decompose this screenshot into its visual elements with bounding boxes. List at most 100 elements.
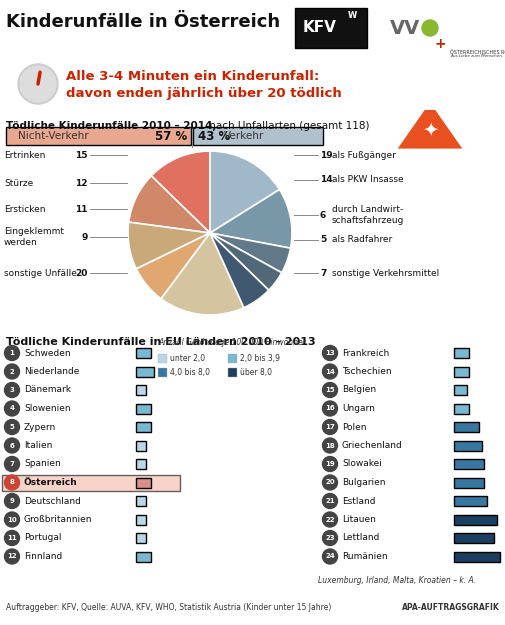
Text: +: + [433,37,445,51]
Text: Tödliche Kinderunfälle in EU Ländern 2010 – 2013: Tödliche Kinderunfälle in EU Ländern 201… [6,337,315,347]
Text: Luxemburg, Irland, Malta, Kroatien – k. A.: Luxemburg, Irland, Malta, Kroatien – k. … [317,576,475,585]
FancyBboxPatch shape [228,368,236,377]
Text: Ertrinken: Ertrinken [4,151,45,159]
Wedge shape [210,189,291,248]
Text: 43 %: 43 % [197,129,230,142]
Text: 21: 21 [325,498,334,504]
Text: Spanien: Spanien [24,459,61,469]
Text: Aus Liebe zum Menschen.: Aus Liebe zum Menschen. [449,54,502,58]
Text: 2: 2 [10,369,14,374]
FancyBboxPatch shape [453,533,493,543]
Circle shape [5,364,20,379]
Text: 57 %: 57 % [155,129,187,142]
Text: 8: 8 [10,479,15,486]
Circle shape [322,346,337,361]
FancyBboxPatch shape [453,514,496,524]
FancyBboxPatch shape [6,127,190,145]
Text: 12: 12 [7,554,17,559]
Text: Lettland: Lettland [341,534,379,542]
Circle shape [5,456,20,471]
Text: Tschechien: Tschechien [341,367,391,376]
Text: Slowenien: Slowenien [24,404,71,413]
Text: 9: 9 [10,498,15,504]
Text: Kinderunfälle in Österreich: Kinderunfälle in Österreich [6,13,280,31]
FancyBboxPatch shape [453,496,486,506]
Text: ✦: ✦ [421,121,437,139]
FancyBboxPatch shape [453,385,466,395]
Text: 19: 19 [319,151,332,159]
Text: APA-AUFTRAGSGRAFIK: APA-AUFTRAGSGRAFIK [401,604,499,612]
Text: 7: 7 [319,269,326,278]
Text: Litauen: Litauen [341,515,375,524]
Wedge shape [136,233,210,299]
Text: 6: 6 [10,442,14,449]
Circle shape [322,456,337,471]
Circle shape [5,346,20,361]
Text: 24: 24 [325,554,334,559]
Wedge shape [210,233,281,290]
Text: Portugal: Portugal [24,534,62,542]
Text: Niederlande: Niederlande [24,367,79,376]
FancyBboxPatch shape [136,459,146,469]
FancyBboxPatch shape [136,533,146,543]
FancyBboxPatch shape [136,441,146,451]
Text: 15: 15 [75,151,88,159]
FancyBboxPatch shape [136,422,151,432]
Polygon shape [394,100,464,150]
Text: Slowakei: Slowakei [341,459,381,469]
FancyBboxPatch shape [158,354,167,363]
FancyBboxPatch shape [136,478,151,488]
Text: Estland: Estland [341,496,375,506]
FancyBboxPatch shape [136,496,146,506]
Text: 9: 9 [81,232,88,241]
Text: 16: 16 [325,406,334,411]
FancyBboxPatch shape [158,368,167,377]
Wedge shape [128,222,210,269]
Text: als Radfahrer: als Radfahrer [331,236,391,244]
Text: Rumänien: Rumänien [341,552,387,561]
Text: 6: 6 [319,211,326,219]
Circle shape [20,66,56,102]
Text: KFV: KFV [302,21,336,36]
FancyBboxPatch shape [453,478,483,488]
Text: 2,0 bis 3,9: 2,0 bis 3,9 [239,354,279,363]
Text: Belgien: Belgien [341,386,375,394]
Circle shape [5,382,20,398]
Text: als Fußgänger: als Fußgänger [331,151,395,159]
Text: 17: 17 [325,424,334,430]
Circle shape [322,494,337,509]
Text: Dänemark: Dänemark [24,386,71,394]
Wedge shape [161,233,243,315]
Text: 4,0 bis 8,0: 4,0 bis 8,0 [170,368,210,377]
Text: Zypern: Zypern [24,422,56,431]
Text: Stürze: Stürze [4,179,33,187]
Text: über 8,0: über 8,0 [239,368,272,377]
Text: 22: 22 [325,516,334,522]
Circle shape [5,419,20,434]
Text: Auftraggeber: KFV, Quelle: AUVA, KFV, WHO, Statistik Austria (Kinder unter 15 Ja: Auftraggeber: KFV, Quelle: AUVA, KFV, WH… [6,604,331,612]
Circle shape [322,401,337,416]
Text: Schweden: Schweden [24,349,71,358]
Text: 19: 19 [325,461,334,467]
FancyBboxPatch shape [2,474,180,491]
Text: Frankreich: Frankreich [341,349,388,358]
Text: durch Landwirt-
schaftsfahrzeug: durch Landwirt- schaftsfahrzeug [331,205,403,225]
Text: 12: 12 [75,179,88,187]
Text: 11: 11 [7,535,17,541]
FancyBboxPatch shape [294,8,366,48]
Wedge shape [151,151,210,233]
Text: Tödliche Kinderunfälle 2010 – 2014,: Tödliche Kinderunfälle 2010 – 2014, [6,121,216,131]
FancyBboxPatch shape [453,441,481,451]
Text: 18: 18 [325,442,334,449]
Text: Österreich: Österreich [24,478,78,487]
Text: Eingeklemmt
werden: Eingeklemmt werden [4,228,64,247]
Text: Finnland: Finnland [24,552,62,561]
Circle shape [322,475,337,490]
Text: Deutschland: Deutschland [24,496,81,506]
Text: 23: 23 [325,535,334,541]
Text: als PKW Insasse: als PKW Insasse [331,176,403,184]
Text: 1: 1 [10,350,15,356]
Circle shape [322,364,337,379]
FancyBboxPatch shape [453,422,478,432]
Circle shape [18,64,58,104]
